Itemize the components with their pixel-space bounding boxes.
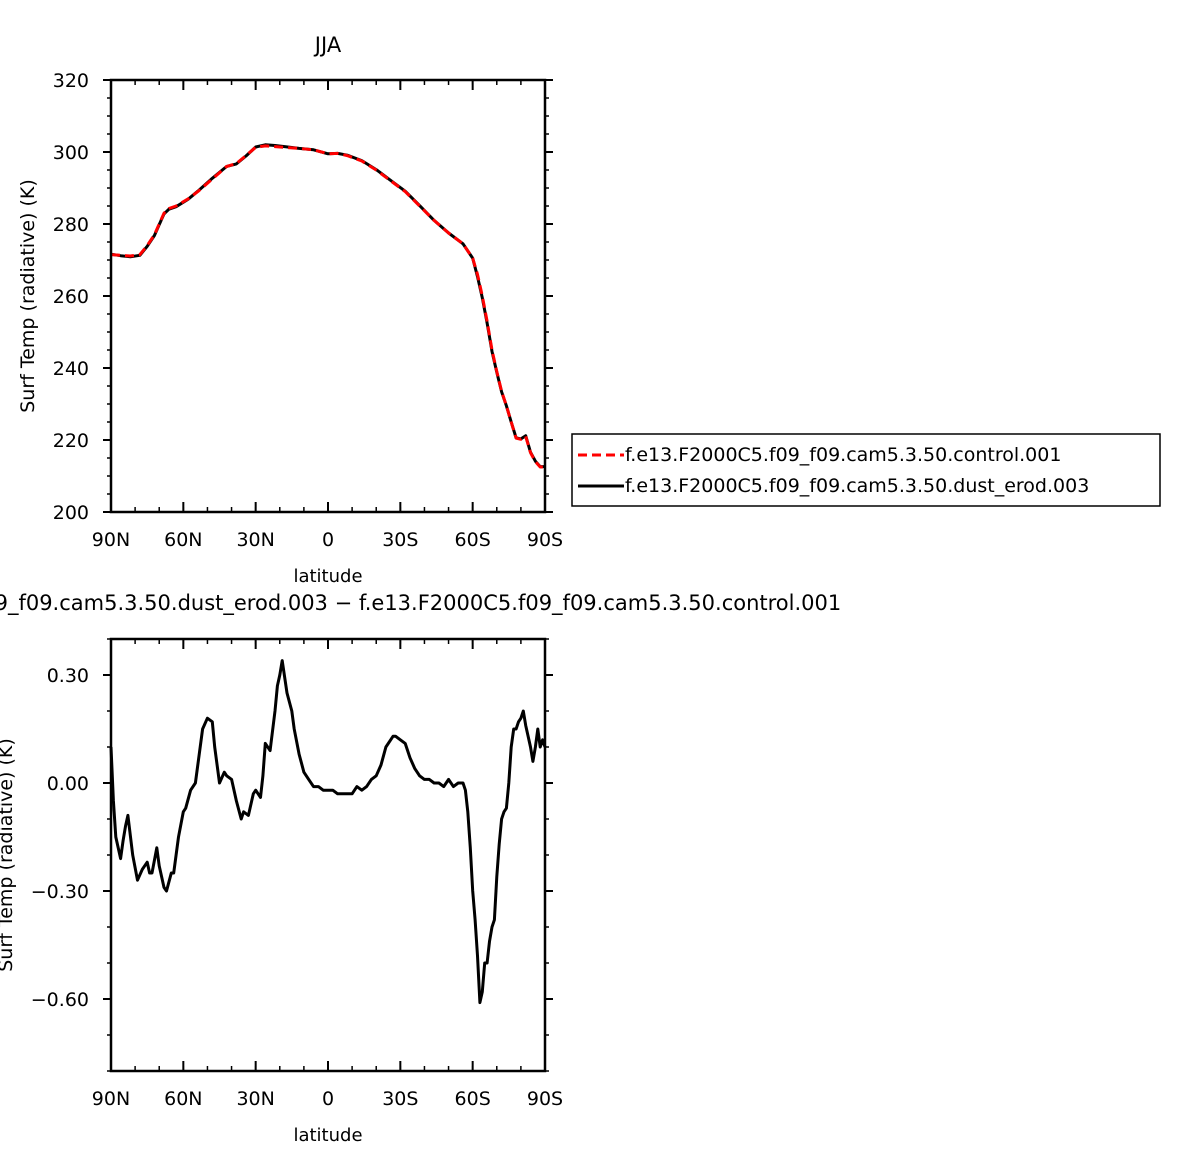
bottom-ytick-label: −0.30: [31, 881, 89, 903]
top-ytick-label: 220: [53, 430, 89, 452]
bottom-xtick-label: 30S: [382, 1088, 418, 1110]
top-xtick-label: 60N: [164, 529, 202, 551]
bottom-x-axis-label: latitude: [293, 1125, 362, 1146]
legend-label-control: f.e13.F2000C5.f09_f09.cam5.3.50.control.…: [625, 444, 1061, 466]
bottom-ytick-label: −0.60: [31, 989, 89, 1011]
top-ytick-label: 280: [53, 214, 89, 236]
bottom-xtick-label: 90N: [92, 1088, 130, 1110]
top-ytick-label: 200: [53, 502, 89, 524]
top-xtick-label: 90S: [527, 529, 563, 551]
bottom-xtick-label: 0: [322, 1088, 334, 1110]
top-ytick-label: 320: [53, 70, 89, 92]
legend: f.e13.F2000C5.f09_f09.cam5.3.50.control.…: [571, 433, 1161, 507]
bottom-chart-title: f.e13.F2000C5.f09_f09.cam5.3.50.dust_ero…: [0, 591, 841, 616]
absolute-temperature-panel: JJA 90N 60N 30N 0 30S 60S 90S 200 220 240 260 280 30…: [17, 33, 1161, 587]
bottom-xtick-label: 60S: [455, 1088, 491, 1110]
bottom-ytick-label: 0.30: [47, 665, 89, 687]
difference-panel: f.e13.F2000C5.f09_f09.cam5.3.50.dust_ero…: [0, 591, 841, 1146]
top-xtick-label: 0: [322, 529, 334, 551]
top-y-axis-label: Surf Temp (radiative) (K): [17, 179, 39, 413]
bottom-series-line-0: [109, 659, 547, 1005]
top-chart-title: JJA: [313, 33, 342, 57]
top-xtick-label: 60S: [455, 529, 491, 551]
top-xtick-label: 30S: [382, 529, 418, 551]
top-ytick-label: 300: [53, 142, 89, 164]
legend-box: [571, 433, 1161, 507]
top-xtick-label: 90N: [92, 529, 130, 551]
top-series-line-0: [110, 144, 545, 469]
top-ytick-label: 260: [53, 286, 89, 308]
top-plot-frame: [109, 78, 547, 514]
top-ytick-label: 240: [53, 358, 89, 380]
top-x-axis-label: latitude: [293, 566, 362, 587]
bottom-ytick-label: 0.00: [47, 773, 89, 795]
legend-label-dust: f.e13.F2000C5.f09_f09.cam5.3.50.dust_ero…: [625, 475, 1089, 497]
top-series-line-1: [110, 143, 545, 469]
bottom-xtick-label: 30N: [236, 1088, 274, 1110]
bottom-xtick-label: 90S: [527, 1088, 563, 1110]
bottom-y-axis-label: Surf Temp (radiative) (K): [0, 738, 17, 972]
top-xtick-label: 30N: [236, 529, 274, 551]
bottom-xtick-label: 60N: [164, 1088, 202, 1110]
